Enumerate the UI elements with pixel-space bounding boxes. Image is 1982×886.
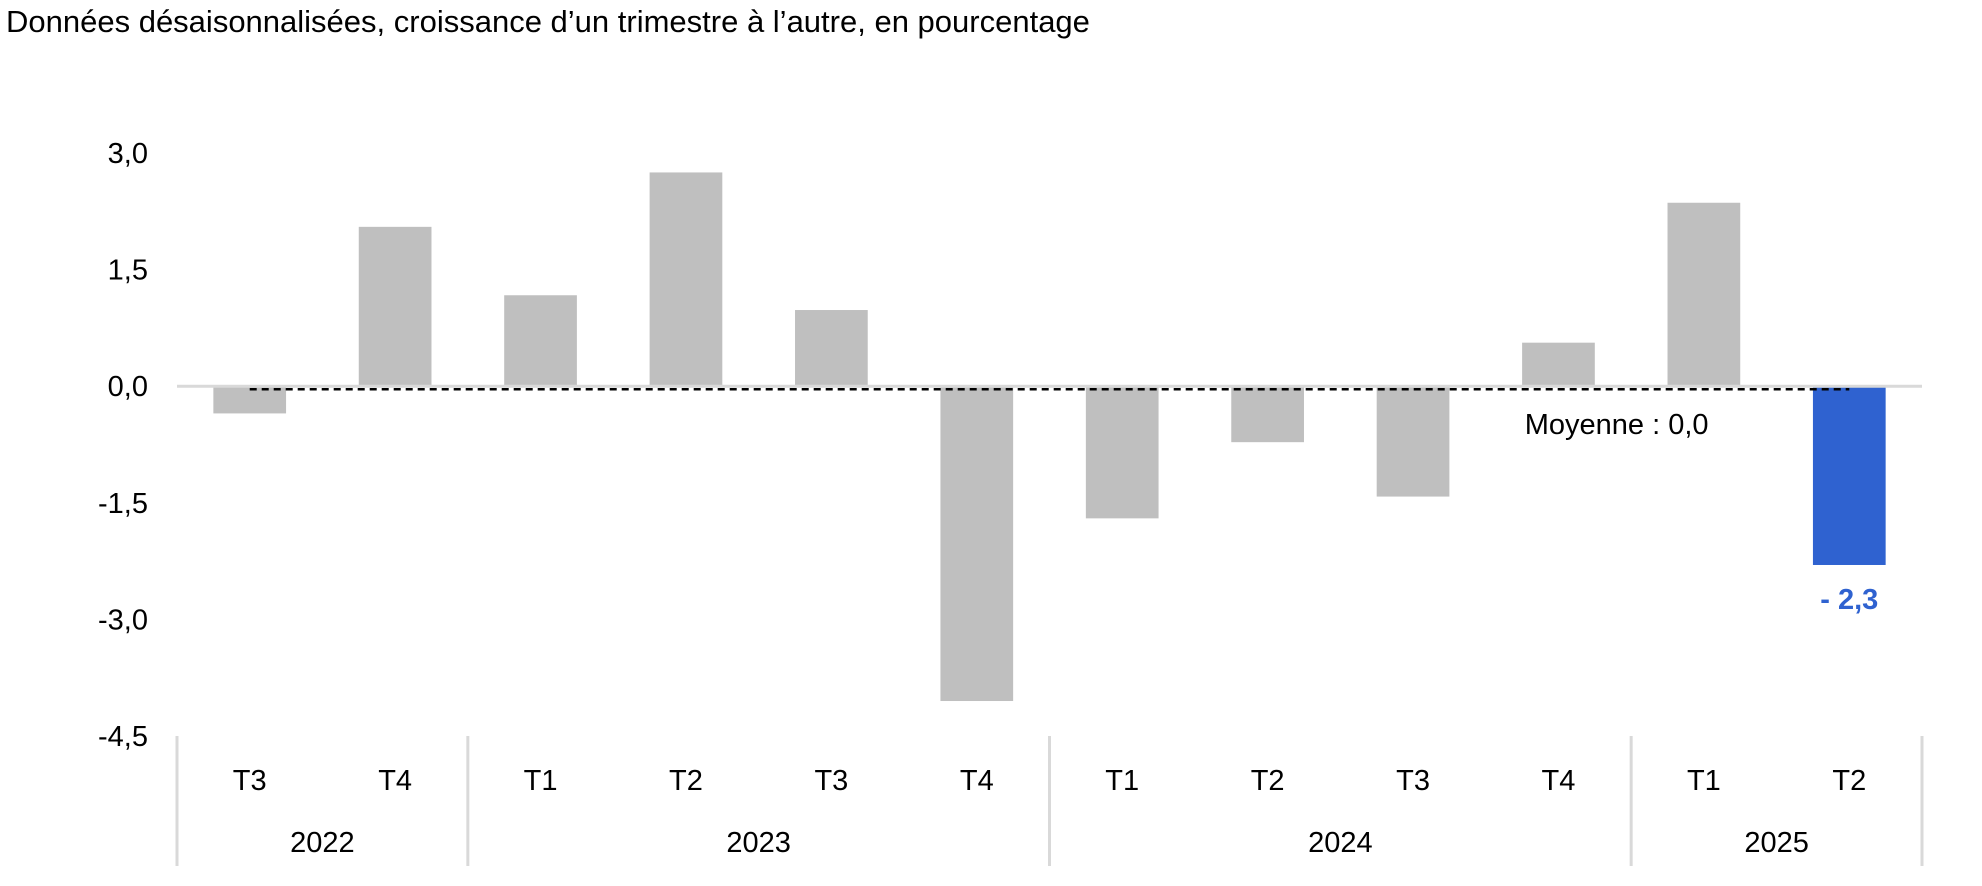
x-tick-label: T2 [1251,765,1285,797]
y-tick-label: -4,5 [98,721,148,753]
x-tick-label: T2 [1832,765,1866,797]
x-group-label: 2023 [726,827,791,859]
x-tick-label: T4 [378,765,412,797]
y-tick-label: 1,5 [108,255,148,287]
bar [1522,342,1595,387]
bar [1085,386,1159,519]
bar-highlighted [1812,386,1886,565]
bar [358,226,432,387]
y-tick-label: -3,0 [98,604,148,636]
bar [1667,202,1741,387]
x-group-label: 2024 [1308,827,1373,859]
x-tick-label: T3 [814,765,848,797]
average-label: Moyenne : 0,0 [1525,409,1709,441]
x-tick-label: T4 [960,765,994,797]
x-tick-label: T4 [1542,765,1576,797]
x-tick-label: T2 [669,765,703,797]
y-axis-ticks: 3,0 1,5 0,0 -1,5 -3,0 -4,5 [98,138,148,753]
x-tick-label: T1 [1105,765,1139,797]
bar [504,295,577,387]
highlight-data-label: - 2,3 [1820,584,1878,616]
y-tick-label: 0,0 [108,371,148,403]
bars [213,172,1886,702]
bar [213,386,287,414]
average-reference: Moyenne : 0,0 - 2,3 [249,387,1878,616]
chart-subtitle: Données désaisonnalisées, croissance d’u… [6,4,1090,39]
x-tick-label: T3 [1396,765,1430,797]
x-group-label: 2022 [290,827,355,859]
x-axis: T3 T4 T1 T2 T3 T4 T1 T2 T3 T4 T1 T2 2022 2023 2024 2025 [175,736,1924,866]
bar [649,172,723,387]
bar [1376,386,1450,497]
x-tick-label: T1 [1687,765,1721,797]
x-tick-label: T3 [233,765,267,797]
bar [940,386,1014,702]
bar [795,310,868,387]
bar [1231,386,1304,443]
y-tick-label: 3,0 [108,138,148,170]
y-tick-label: -1,5 [98,488,148,520]
x-group-label: 2025 [1744,827,1809,859]
x-tick-label: T1 [524,765,558,797]
